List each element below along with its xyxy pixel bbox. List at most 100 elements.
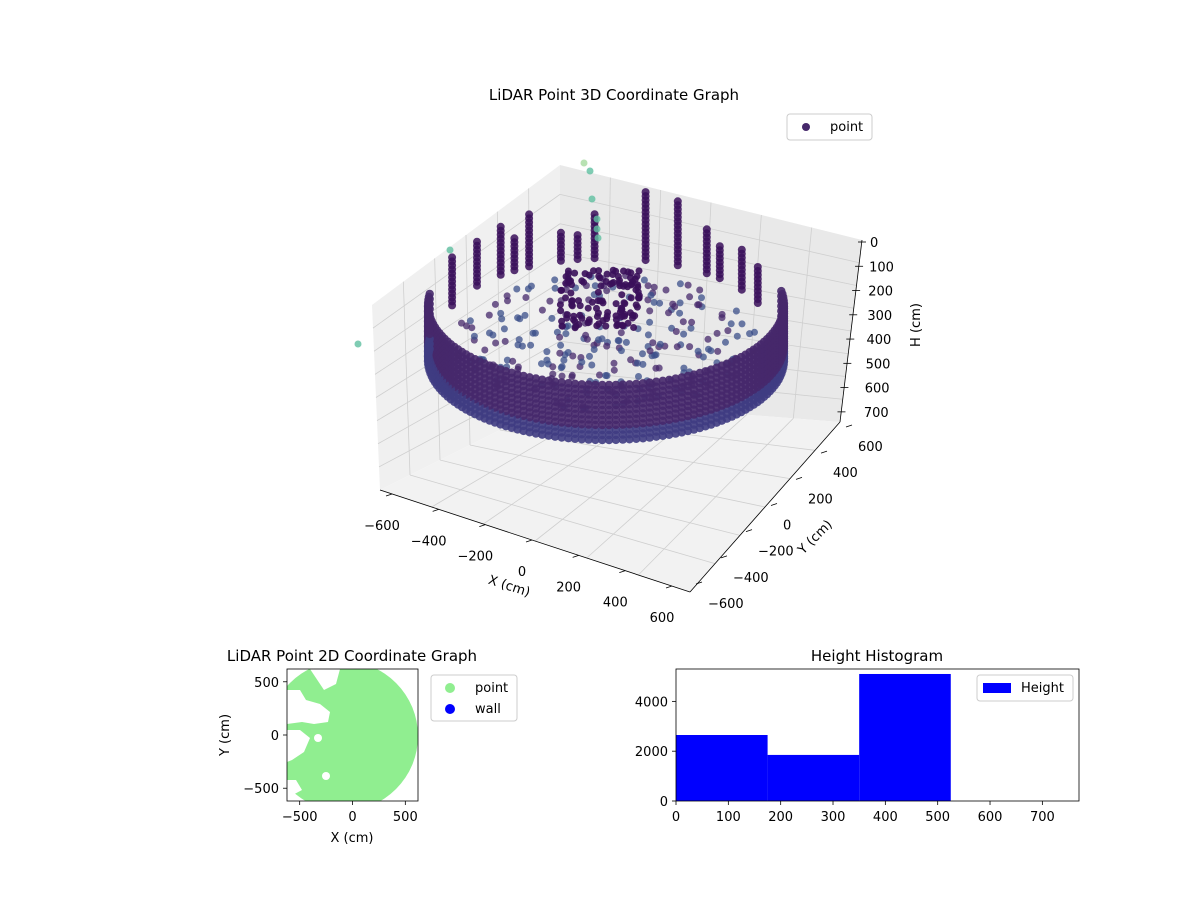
point-3d [598, 380, 607, 390]
x-ticks-3d: −600 −400 −200 0 200 400 600 [364, 493, 674, 626]
x-tick-label-histogram: 500 [925, 810, 950, 825]
title-2d: LiDAR Point 2D Coordinate Graph [227, 647, 477, 665]
x-tick-label-histogram: 100 [716, 810, 741, 825]
point-3d [500, 325, 508, 333]
point-3d [491, 300, 499, 308]
point-3d [571, 269, 579, 277]
y-axis-label-2d: Y (cm) [218, 714, 233, 757]
x-tick-label-histogram: 300 [821, 810, 846, 825]
point-3d [468, 324, 476, 332]
point-3d [613, 322, 621, 330]
point-3d [694, 347, 702, 355]
point-3d [671, 303, 679, 310]
x-tick-label-3d: −600 [364, 519, 400, 534]
legend-3d-marker [802, 123, 810, 131]
point-3d [639, 350, 646, 358]
legend-histogram-label: Height [1021, 681, 1064, 696]
histogram-bar [859, 673, 951, 801]
point-3d [549, 363, 557, 371]
point-3d [557, 378, 566, 387]
point-3d [618, 321, 626, 329]
point-3d [593, 215, 601, 223]
point-3d [563, 314, 571, 322]
point-3d [704, 335, 712, 343]
grid-3d-left-h-line [374, 252, 561, 375]
legend-2d: point wall [430, 674, 518, 722]
point-3d [562, 294, 569, 302]
point-3d [640, 276, 648, 284]
y-tick-label-2d: 0 [271, 729, 279, 744]
y-tick-label-3d: −200 [758, 545, 794, 560]
point-3d [603, 342, 611, 350]
point-3d [568, 371, 576, 379]
point-3d [538, 306, 546, 314]
x-tick-label-histogram: 700 [1030, 810, 1055, 825]
point-3d [679, 318, 687, 326]
point-3d [586, 352, 593, 360]
point-3d [562, 330, 570, 338]
point-3d [684, 281, 692, 289]
x-tick-3d [432, 508, 439, 512]
point-3d [650, 283, 658, 291]
y-tick-label-histogram: 2000 [635, 745, 668, 760]
point-3d [446, 246, 454, 254]
point-3d [466, 317, 474, 325]
point-3d [647, 291, 655, 299]
point-3d [698, 294, 705, 302]
z-tick-label-3d: 400 [866, 333, 891, 348]
point-3d [696, 286, 704, 294]
point-3d [521, 311, 529, 319]
point-3d [686, 343, 694, 351]
plot-histogram: Height Histogram 0 100 200 300 400 500 600 7000… [635, 647, 1080, 825]
point-3d [733, 332, 741, 340]
grid-3d-floor-y-line [638, 418, 794, 576]
point-3d [593, 225, 601, 233]
point-3d [595, 336, 602, 344]
point-3d [688, 318, 696, 326]
legend-2d-label-point: point [475, 681, 508, 696]
point-3d [699, 353, 707, 361]
point-3d [665, 375, 674, 384]
x-tick-label-3d: −400 [411, 534, 447, 549]
point-3d [577, 380, 586, 389]
point-3d [595, 320, 603, 328]
point-3d [481, 346, 489, 354]
point-3d [558, 286, 566, 294]
x-tick-3d [619, 570, 626, 574]
gap-2d-e [322, 772, 330, 780]
point-3d [622, 338, 630, 346]
point-3d [560, 356, 568, 364]
point-3d [627, 274, 634, 282]
point-3d [618, 291, 626, 299]
point-3d [568, 297, 576, 305]
point-3d [630, 324, 638, 331]
x-tick-label-3d: −200 [457, 550, 493, 565]
point-3d [633, 272, 641, 280]
x-tick-label-2d: −500 [282, 810, 318, 825]
pane-floor [380, 400, 840, 592]
point-3d [503, 356, 511, 364]
point-3d [676, 299, 684, 307]
point-3d [602, 372, 610, 379]
x-tick-label-3d: 200 [556, 580, 581, 595]
point-3d [746, 330, 754, 338]
point-3d [584, 304, 592, 312]
point-3d [492, 339, 500, 347]
point-3d [671, 374, 680, 383]
y-tick-label-3d: −600 [708, 597, 744, 612]
plot-3d: LiDAR Point 3D Coordinate Graph −600 −400… [354, 86, 924, 626]
point-3d [724, 327, 732, 335]
point-3d [527, 341, 535, 349]
x-tick-label-histogram: 0 [672, 810, 680, 825]
point-3d [564, 322, 572, 330]
histogram-frame [675, 668, 1080, 802]
point-3d [672, 328, 680, 335]
y-tick-3d [720, 555, 728, 559]
z-tick-label-3d: 700 [864, 406, 889, 421]
point-3d [632, 286, 640, 294]
point-3d [635, 373, 642, 380]
point-3d [590, 346, 598, 353]
point-3d [644, 282, 652, 290]
point-3d [604, 380, 614, 390]
point-3d [638, 379, 648, 388]
